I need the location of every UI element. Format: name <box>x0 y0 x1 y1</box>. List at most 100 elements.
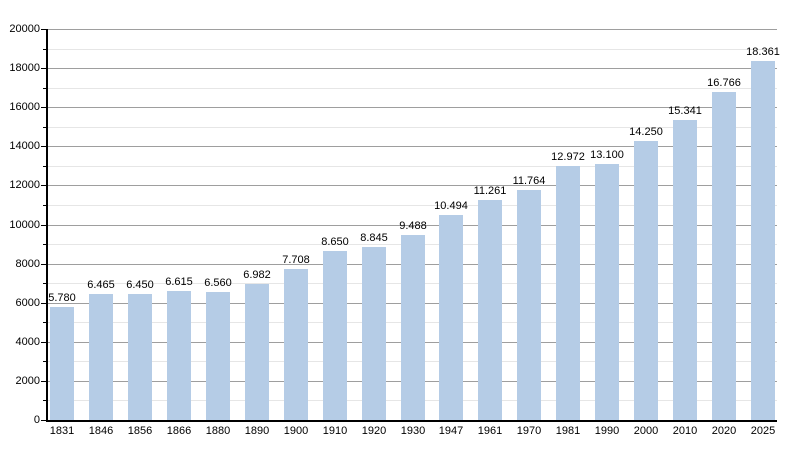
bar <box>50 307 74 420</box>
y-axis-tick <box>43 361 46 362</box>
bar <box>401 235 425 420</box>
y-axis-label: 8000 <box>15 258 40 270</box>
y-axis-tick <box>41 381 46 382</box>
bar <box>206 292 230 420</box>
bar-value-label: 7.708 <box>282 254 310 266</box>
bar-value-label: 6.450 <box>126 279 154 291</box>
y-axis-label: 10000 <box>9 219 40 231</box>
bar <box>712 92 736 420</box>
x-axis-label: 1856 <box>127 425 153 437</box>
bar-value-label: 8.845 <box>360 232 388 244</box>
bar-value-label: 9.488 <box>399 220 427 232</box>
y-axis-tick <box>41 303 46 304</box>
bar-value-label: 10.494 <box>434 200 468 212</box>
x-axis-label: 1930 <box>400 425 426 437</box>
x-axis-label: 2025 <box>750 425 776 437</box>
bar <box>245 284 269 420</box>
gridline-major <box>48 68 777 69</box>
y-axis-label: 20000 <box>9 23 40 35</box>
y-axis-tick <box>41 68 46 69</box>
bar-value-label: 16.766 <box>707 77 741 89</box>
y-axis-label: 4000 <box>15 336 40 348</box>
y-axis-label: 16000 <box>9 101 40 113</box>
bar <box>323 251 347 420</box>
gridline-major <box>48 185 777 186</box>
y-axis-label: 0 <box>33 414 40 426</box>
y-axis-tick <box>41 225 46 226</box>
bar <box>284 269 308 420</box>
bar-value-label: 5.780 <box>48 292 76 304</box>
y-axis-tick <box>43 166 46 167</box>
bar-value-label: 12.972 <box>551 151 585 163</box>
x-axis-label: 1900 <box>283 425 309 437</box>
bar <box>595 164 619 420</box>
y-axis-tick <box>43 88 46 89</box>
y-axis-tick <box>43 49 46 50</box>
x-axis-label: 1961 <box>477 425 503 437</box>
bar <box>439 215 463 420</box>
y-axis-tick <box>43 244 46 245</box>
bar-value-label: 6.560 <box>204 277 232 289</box>
bar <box>167 291 191 420</box>
bar-value-label: 6.465 <box>87 279 115 291</box>
y-axis-line <box>46 29 48 422</box>
y-axis-label: 2000 <box>15 375 40 387</box>
bar-value-label: 8.650 <box>321 236 349 248</box>
x-axis-label: 2020 <box>711 425 737 437</box>
bar-value-label: 11.764 <box>512 175 546 187</box>
x-axis-label: 1970 <box>516 425 542 437</box>
y-axis-tick <box>41 342 46 343</box>
x-axis-label: 2000 <box>633 425 659 437</box>
y-axis-tick <box>41 185 46 186</box>
bar <box>673 120 697 420</box>
gridline-major <box>48 146 777 147</box>
bar <box>362 247 386 420</box>
bar-value-label: 6.615 <box>165 276 193 288</box>
bar-value-label: 18.361 <box>746 46 780 58</box>
y-axis-tick <box>43 322 46 323</box>
x-axis-label: 1910 <box>322 425 348 437</box>
bar <box>556 166 580 420</box>
bar <box>634 141 658 420</box>
bar <box>517 190 541 420</box>
x-axis-label: 1880 <box>205 425 231 437</box>
bar-value-label: 13.100 <box>590 149 624 161</box>
y-axis-label: 12000 <box>9 179 40 191</box>
bar-value-label: 6.982 <box>243 269 271 281</box>
gridline-minor <box>48 205 777 206</box>
y-axis-tick <box>43 127 46 128</box>
bar <box>478 200 502 420</box>
gridline-minor <box>48 49 777 50</box>
x-axis-label: 2010 <box>672 425 698 437</box>
y-axis-label: 14000 <box>9 140 40 152</box>
bar <box>89 294 113 420</box>
gridline-major <box>48 29 777 30</box>
y-axis-tick <box>43 205 46 206</box>
x-axis-label: 1990 <box>594 425 620 437</box>
x-axis-label: 1866 <box>166 425 192 437</box>
y-axis-tick <box>43 283 46 284</box>
gridline-minor <box>48 88 777 89</box>
y-axis-tick <box>41 264 46 265</box>
y-axis-tick <box>41 420 46 421</box>
gridline-minor <box>48 166 777 167</box>
x-axis-label: 1947 <box>438 425 464 437</box>
y-axis-tick <box>41 107 46 108</box>
bar <box>751 61 775 420</box>
x-axis-label: 1981 <box>555 425 581 437</box>
y-axis-label: 18000 <box>9 62 40 74</box>
bar-value-label: 15.341 <box>668 105 702 117</box>
y-axis-tick <box>41 146 46 147</box>
bar-value-label: 11.261 <box>473 185 507 197</box>
bar-value-label: 14.250 <box>629 126 663 138</box>
x-axis-label: 1920 <box>361 425 387 437</box>
x-axis-line <box>46 420 777 422</box>
y-axis-label: 6000 <box>15 297 40 309</box>
y-axis-tick <box>43 400 46 401</box>
bar <box>128 294 152 420</box>
y-axis-tick <box>41 29 46 30</box>
x-axis-label: 1890 <box>244 425 270 437</box>
x-axis-label: 1831 <box>49 425 75 437</box>
x-axis-label: 1846 <box>88 425 114 437</box>
